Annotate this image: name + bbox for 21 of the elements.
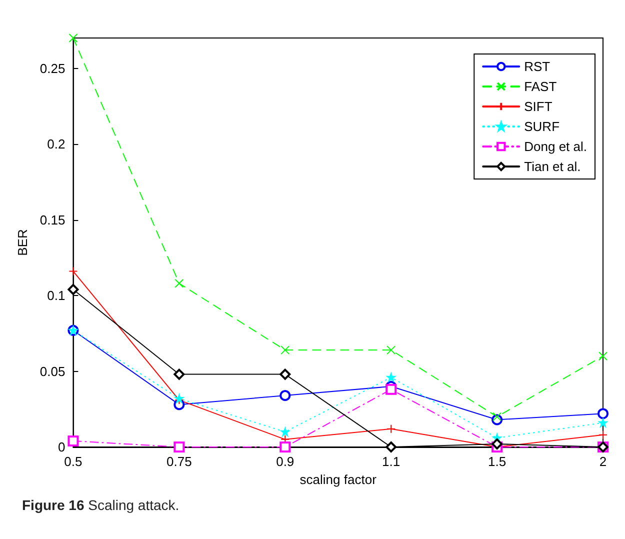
y-tick-label: 0 <box>58 440 66 454</box>
x-axis-title: scaling factor <box>300 472 378 487</box>
x-tick-label: 1.5 <box>488 454 506 469</box>
legend-label: SURF <box>524 119 560 134</box>
y-tick-label: 0.1 <box>47 288 66 304</box>
x-tick-label: 0.5 <box>64 454 82 469</box>
x-tick-label: 2 <box>599 454 607 469</box>
legend-label: Dong et al. <box>524 139 587 154</box>
y-axis-title: BER <box>15 229 30 256</box>
y-tick-label: 0.15 <box>40 212 66 228</box>
y-tick-label: 0.25 <box>40 60 66 76</box>
x-tick-label: 0.9 <box>276 454 294 469</box>
y-tick-label: 0.2 <box>47 136 66 152</box>
legend-label: FAST <box>524 79 557 94</box>
y-tick-label: 0.05 <box>40 364 66 379</box>
legend-label: Tian et al. <box>524 159 581 174</box>
x-tick-label: 0.75 <box>166 454 192 469</box>
caption: Figure 16 Scaling attack. <box>22 497 180 513</box>
x-tick-label: 1.1 <box>382 454 400 469</box>
legend-label: SIFT <box>524 99 552 114</box>
legend-label: RST <box>524 59 550 74</box>
